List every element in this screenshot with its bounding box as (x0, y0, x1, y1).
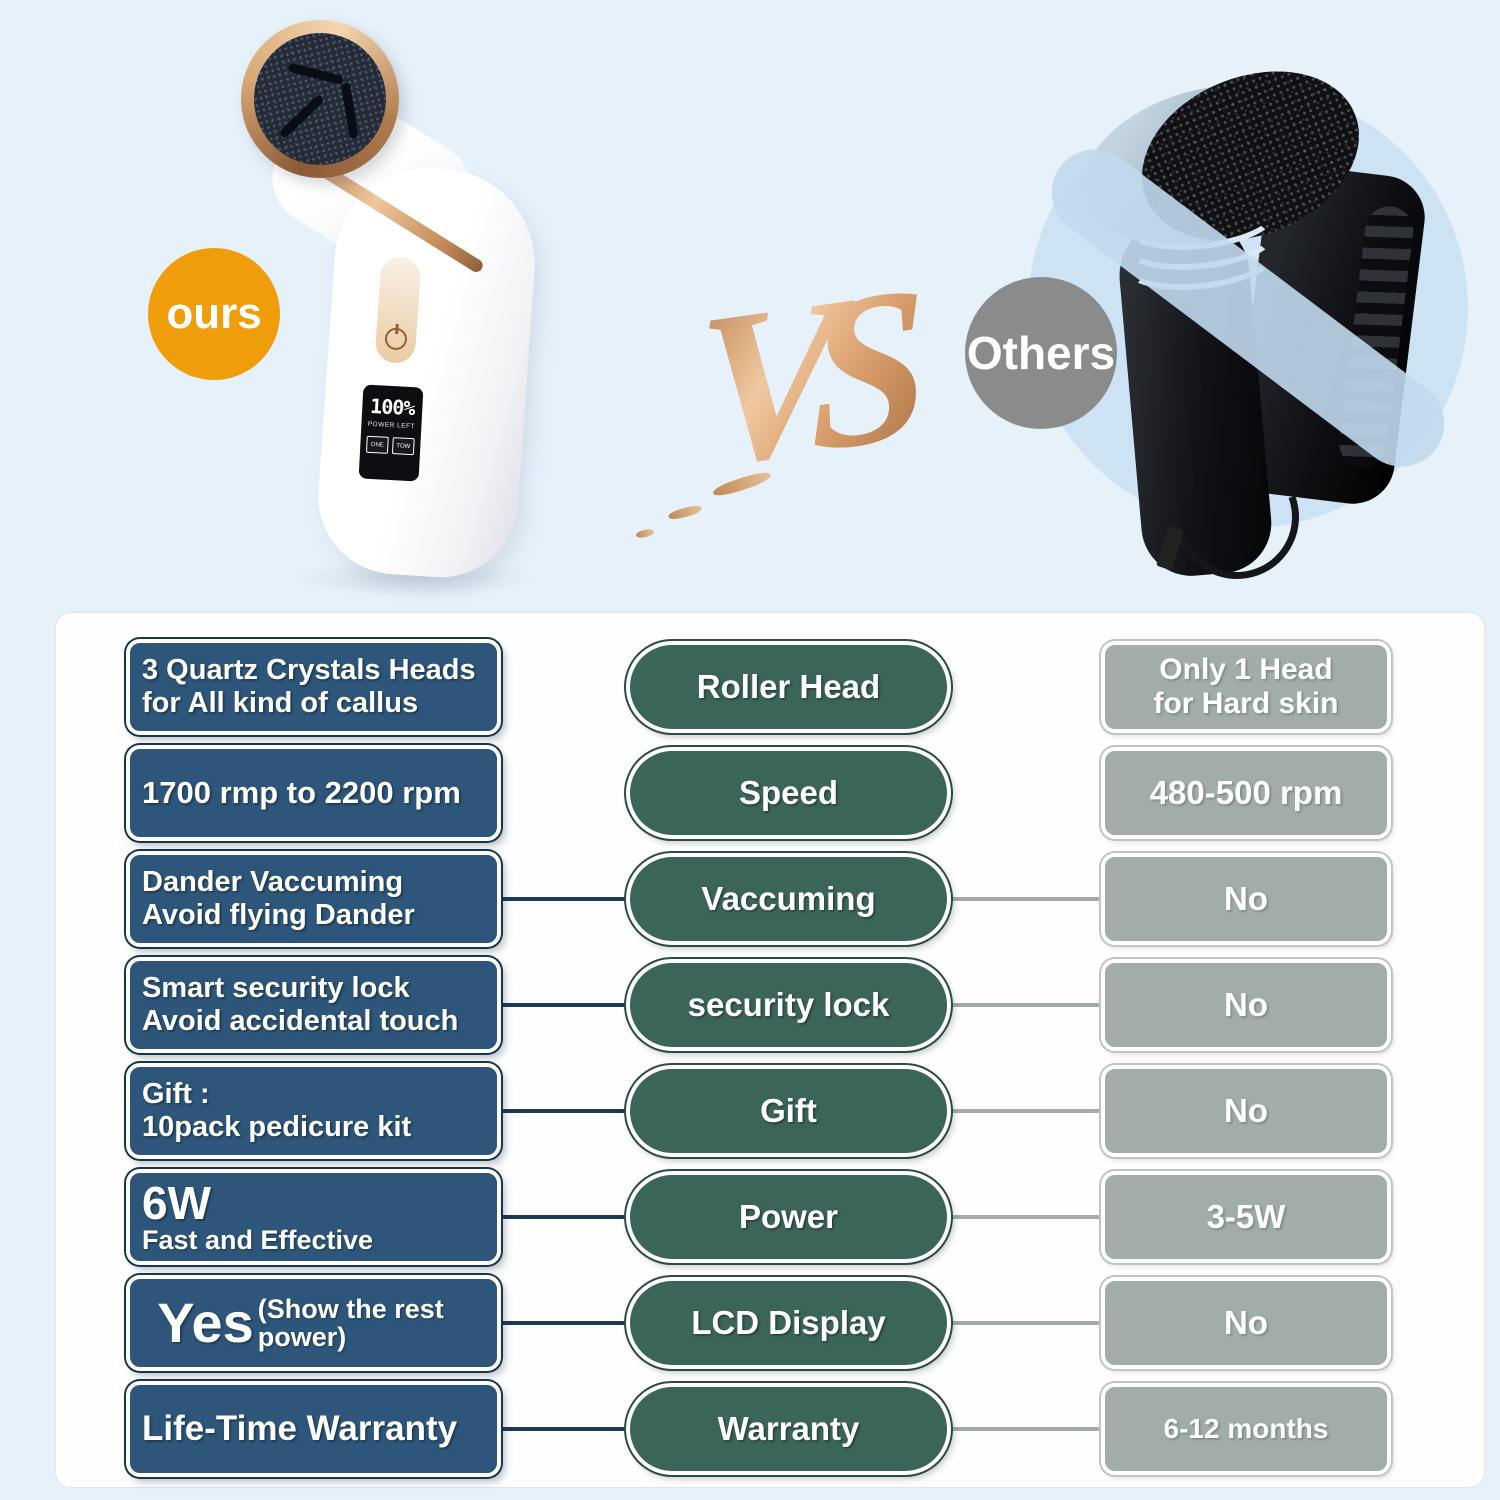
feature-name: Gift (760, 1092, 817, 1129)
ours-feature-pill: 1700 rmp to 2200 rpm (126, 745, 501, 841)
comparison-row: 1700 rmp to 2200 rpm Speed 480-500 rpm (56, 745, 1484, 841)
feature-name: Power (738, 1198, 839, 1235)
feature-name-pill: Power (626, 1171, 951, 1263)
ours-feature-line: for All kind of callus (142, 687, 419, 719)
feature-name-pill: Vaccuming (626, 853, 951, 945)
feature-name-pill: Gift (626, 1065, 951, 1157)
feature-name-pill: Roller Head (626, 641, 951, 733)
others-feature-line: 6-12 months (1163, 1413, 1329, 1445)
feature-name: security lock (687, 986, 890, 1023)
comparison-row: Gift : 10pack pedicure kit Gift No (56, 1063, 1484, 1159)
comparison-row: Life-Time Warranty Warranty 6-12 months (56, 1381, 1484, 1477)
connector-line (951, 1427, 1101, 1431)
ours-feature-line: (Show the rest power) (257, 1293, 444, 1352)
lcd-battery-percent: 100% (369, 393, 416, 421)
others-feature-line: Only 1 Head (1159, 653, 1333, 687)
power-icon (384, 323, 408, 351)
lcd-display: 100% POWER LEFT ONE TOW (358, 384, 424, 482)
ours-feature-line: Avoid flying Dander (142, 899, 415, 931)
connector-line (501, 1215, 626, 1219)
ours-feature-line: Dander Vaccuming (142, 865, 404, 898)
feature-name-pill: security lock (626, 959, 951, 1051)
feature-name: LCD Display (691, 1304, 886, 1341)
ours-feature-line: Avoid accidental touch (142, 1005, 459, 1037)
ours-feature-line: 3 Quartz Crystals Heads (142, 653, 476, 686)
connector-line (501, 1109, 626, 1113)
ours-feature-pill: Smart security lock Avoid accidental tou… (126, 957, 501, 1053)
others-feature-pill: 3-5W (1101, 1171, 1391, 1263)
ours-feature-highlight: 6W (142, 1176, 211, 1229)
ours-feature-line: Life-Time Warranty (142, 1409, 458, 1449)
connector-line (951, 1321, 1101, 1325)
connector-line (501, 1321, 626, 1325)
comparison-row: 6W Fast and Effective Power 3-5W (56, 1169, 1484, 1265)
ours-feature-pill: Dander Vaccuming Avoid flying Dander (126, 851, 501, 947)
others-feature-line: No (1224, 879, 1268, 917)
ours-feature-pill: Life-Time Warranty (126, 1381, 501, 1477)
ours-badge-label: ours (166, 289, 262, 338)
others-feature-line: 3-5W (1206, 1197, 1286, 1235)
ours-feature-line: 10pack pedicure kit (142, 1111, 412, 1143)
others-feature-line: 480-500 rpm (1149, 773, 1343, 811)
others-feature-pill: Only 1 Head for Hard skin (1101, 641, 1391, 733)
ours-feature-pill: Gift : 10pack pedicure kit (126, 1063, 501, 1159)
comparison-row: 3 Quartz Crystals Heads for All kind of … (56, 639, 1484, 735)
others-feature-line: for Hard skin (1153, 687, 1339, 720)
connector-line (951, 1109, 1101, 1113)
pad-slit (278, 93, 325, 140)
others-feature-pill: No (1101, 1277, 1391, 1369)
brush-splatter (635, 528, 655, 539)
others-feature-pill: 6-12 months (1101, 1383, 1391, 1475)
comparison-panel: 3 Quartz Crystals Heads for All kind of … (55, 612, 1485, 1488)
connector-line (501, 1003, 626, 1007)
feature-name-pill: Warranty (626, 1383, 951, 1475)
pad-slit (340, 82, 359, 140)
others-badge-label: Others (966, 327, 1116, 379)
device-body (313, 161, 541, 583)
others-feature-line: No (1224, 985, 1268, 1023)
others-feature-line: No (1224, 1091, 1268, 1129)
lcd-mode-one: ONE (365, 435, 389, 454)
others-feature-pill: No (1101, 1065, 1391, 1157)
others-feature-pill: No (1101, 959, 1391, 1051)
feature-name: Vaccuming (701, 880, 876, 917)
others-badge: Others (965, 277, 1117, 429)
connector-line (951, 897, 1101, 901)
connector-line (951, 1003, 1101, 1007)
lcd-mode-two: TOW (391, 437, 415, 456)
vs-text: VS (658, 233, 936, 562)
feature-name: Warranty (717, 1410, 860, 1447)
connector-line (951, 1215, 1101, 1219)
comparison-row: Yes (Show the rest power) LCD Display No (56, 1275, 1484, 1371)
lcd-caption: POWER LEFT (367, 420, 416, 431)
product-photo-others: Others (965, 40, 1480, 600)
ours-feature-line: Gift : (142, 1077, 210, 1110)
others-feature-pill: 480-500 rpm (1101, 747, 1391, 839)
ours-feature-line: Smart security lock (142, 971, 410, 1004)
feature-name-pill: LCD Display (626, 1277, 951, 1369)
ours-badge: ours (148, 248, 280, 380)
comparison-row: Dander Vaccuming Avoid flying Dander Vac… (56, 851, 1484, 947)
connector-line (501, 1427, 626, 1431)
ours-feature-pill: 6W Fast and Effective (126, 1169, 501, 1265)
feature-name-pill: Speed (626, 747, 951, 839)
ours-feature-line: 1700 rmp to 2200 rpm (142, 775, 461, 811)
others-feature-line: No (1224, 1303, 1268, 1341)
lcd-mode-indicators: ONE TOW (365, 435, 415, 456)
ours-feature-pill: Yes (Show the rest power) (126, 1275, 501, 1371)
ours-feature-highlight: Yes (157, 1291, 254, 1354)
product-photo-ours: 100% POWER LEFT ONE TOW (224, 3, 575, 598)
others-feature-pill: No (1101, 853, 1391, 945)
ours-feature-pill: 3 Quartz Crystals Heads for All kind of … (126, 639, 501, 735)
comparison-row: Smart security lock Avoid accidental tou… (56, 957, 1484, 1053)
power-icon-tick (395, 323, 399, 335)
pad-slit (287, 62, 345, 85)
feature-name: Speed (738, 774, 839, 811)
connector-line (501, 897, 626, 901)
device-power-button (371, 252, 425, 368)
feature-name: Roller Head (696, 668, 881, 705)
ours-feature-line: Fast and Effective (142, 1224, 374, 1255)
